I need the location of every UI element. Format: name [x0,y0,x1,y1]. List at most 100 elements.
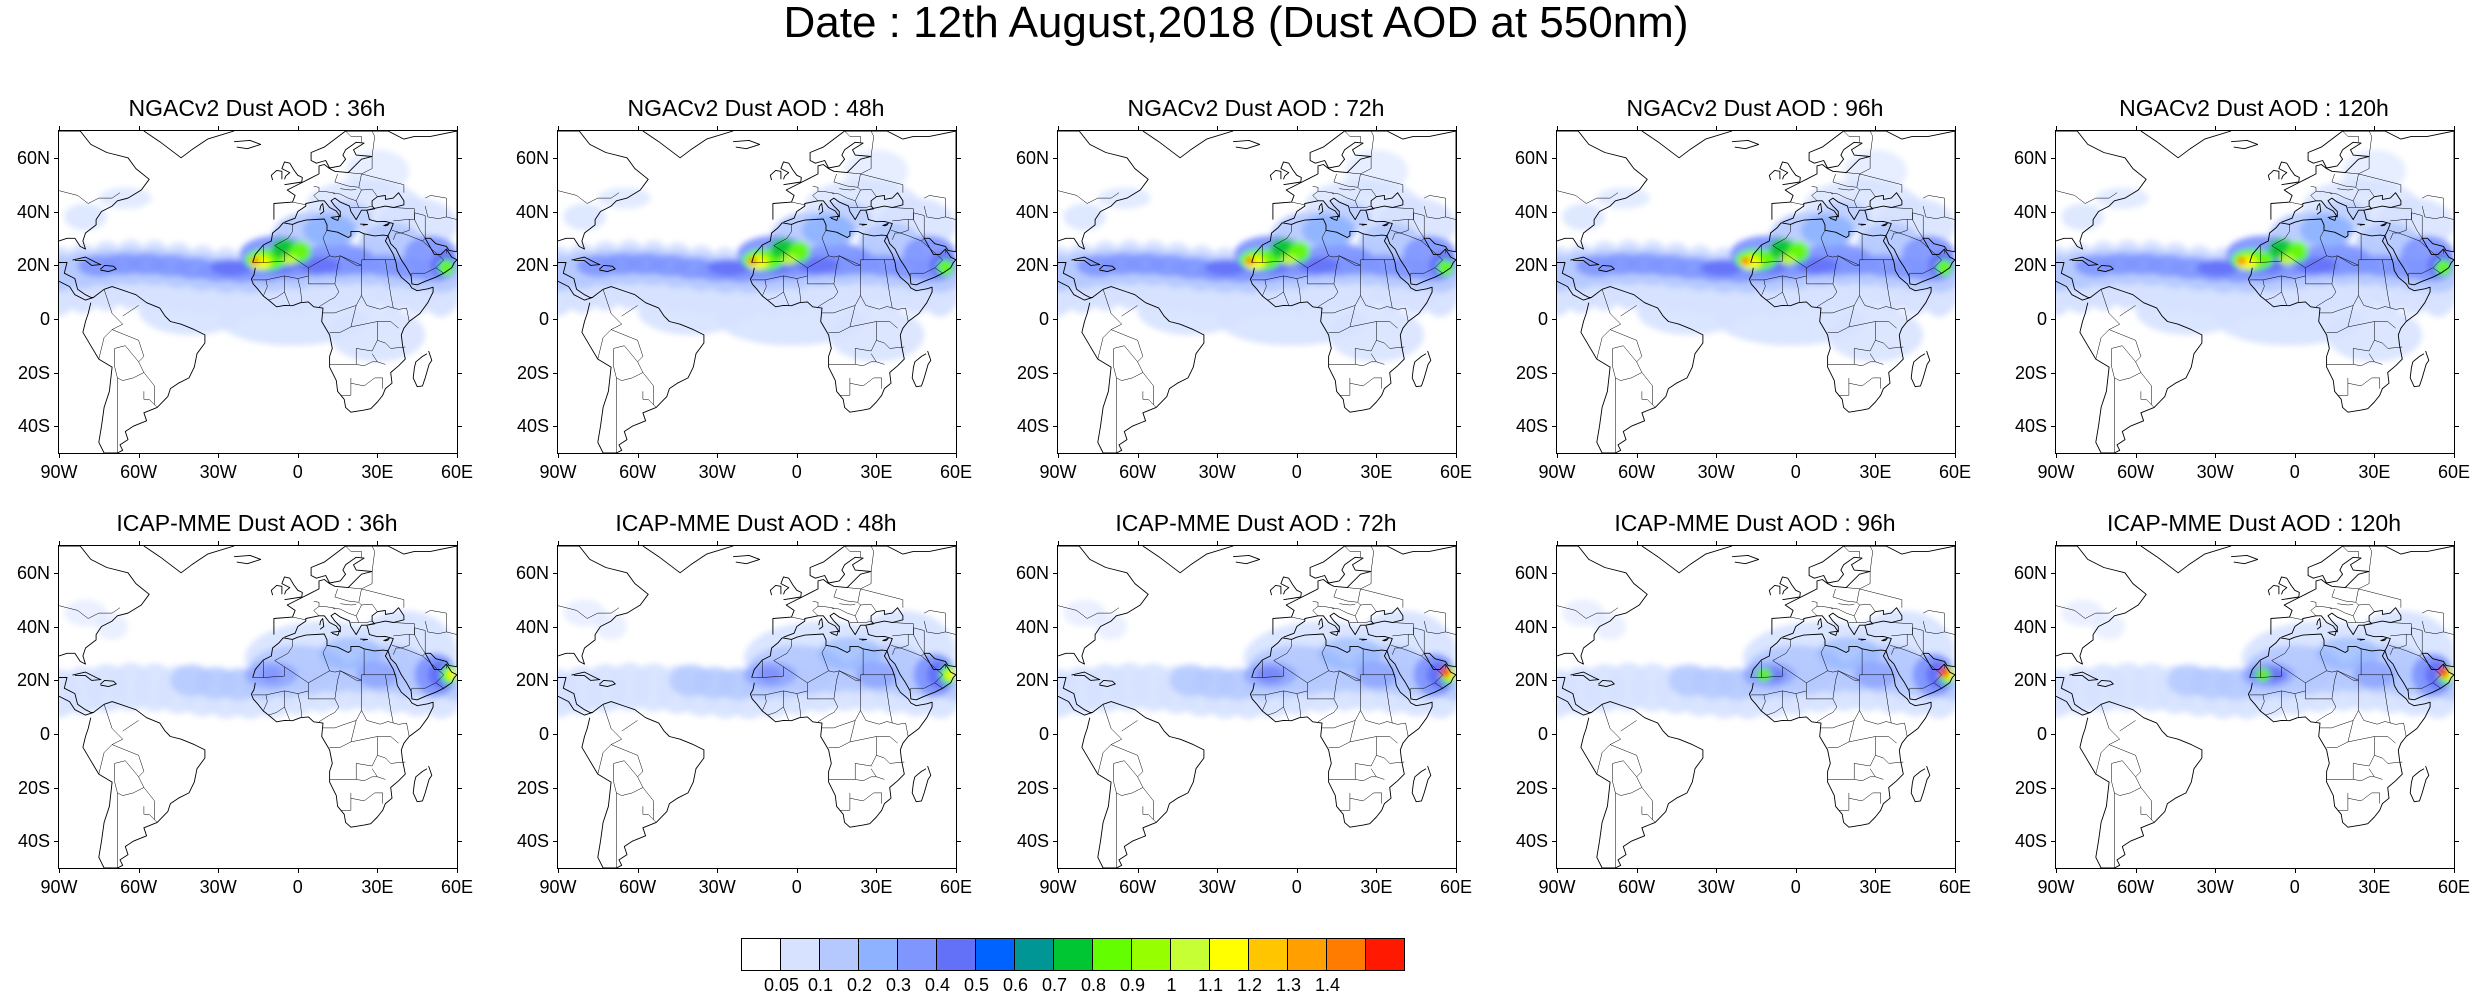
aod-contour [1817,637,1881,670]
country-border [361,588,405,608]
lon-tick-top [637,541,639,546]
lat-tick-right [956,626,961,628]
country-border [921,655,944,689]
country-border [762,660,784,678]
map-panel [1556,130,1956,454]
country-border [2390,634,2423,654]
aod-contour [1700,259,1744,276]
coastline-iceland [234,139,262,150]
aod-contour [1936,259,1953,276]
country-border [1262,660,1284,678]
country-border [1899,647,1924,657]
lon-tick-bottom [1557,453,1558,458]
lat-tick-label: 20N [515,670,549,691]
country-border [812,606,835,616]
aod-contour [438,259,455,276]
country-border [909,682,935,691]
colorbar-box [1015,939,1054,970]
lat-tick-right [1955,787,1960,789]
lat-tick-right [457,265,462,267]
country-border [1922,621,1955,635]
country-border [1400,647,1425,657]
lon-tick-bottom [1217,453,1219,458]
lon-tick-label: 60W [1119,462,1157,482]
colorbar-box [1288,939,1327,970]
country-border [263,660,285,678]
country-border [1339,603,1356,606]
lat-tick-label: 60N [1015,562,1049,583]
country-border [1806,233,1863,269]
country-border [1355,361,1377,367]
colorbar-label: 0.8 [1080,975,1107,995]
country-border [1912,212,1924,239]
aod-field [59,149,457,362]
lat-tick-right [956,733,961,735]
coastline-sardinia-corsica [2316,618,2322,630]
country-border [1370,768,1385,780]
aod-contour [780,254,797,266]
country-border [2358,173,2402,193]
lat-tick-right [2454,426,2459,428]
map-panel [557,130,957,454]
country-border [350,615,360,623]
lon-tick-top [2056,541,2057,546]
country-border [313,601,320,607]
country-border [1423,206,1456,220]
country-border [847,172,877,197]
aod-contour [1063,599,1106,627]
lat-tick-label: 0 [39,308,50,329]
country-border [377,755,406,764]
aod-contour [1596,187,1650,209]
country-border [1848,377,1881,389]
country-border [1641,391,1656,408]
lat-tick-left [1053,318,1058,320]
lon-tick-bottom [1636,453,1638,458]
aod-contour [345,149,410,193]
country-border [1333,670,1340,699]
country-border [1832,181,1857,188]
country-border [2260,279,2265,297]
lat-tick-left [553,426,558,428]
country-border [348,172,378,197]
lat-tick-right [2454,211,2459,213]
lon-tick-label: 30E [860,877,893,897]
lat-tick-left [1552,318,1557,320]
lon-tick-top [59,541,60,546]
country-border [1392,219,1425,239]
lat-tick-right [2454,318,2459,320]
lat-tick-label: 60N [1514,147,1548,168]
coastline-great-britain [780,576,802,601]
colorbar-label: 0.2 [846,975,873,995]
country-border [1869,131,1873,157]
country-border [828,720,856,748]
lat-tick-label: 20S [2014,362,2047,383]
country-border [1392,634,1425,654]
country-border [1262,279,1267,297]
country-border [2320,265,2359,314]
lon-tick-top [2056,126,2057,131]
lon-tick-label: 60E [1439,877,1473,897]
lat-tick-left [54,157,59,159]
lat-tick-right [1456,157,1461,159]
coastline-eurasia [1272,131,1456,286]
country-border [2374,340,2403,349]
lon-tick-label: 0 [1790,462,1801,482]
lat-tick-right [2454,733,2459,735]
colorbar-box [1327,939,1366,970]
country-border [833,255,840,284]
lat-tick-right [956,680,961,682]
country-border [1806,690,1838,723]
country-border [268,291,285,301]
country-border [401,232,426,242]
country-border [1859,571,1871,590]
lat-tick-left [553,211,558,213]
coastline-eurasia [1771,546,1955,701]
aod-contour [758,666,783,683]
lat-tick-left [54,265,59,267]
map-panel [557,545,957,869]
country-border [751,660,763,678]
country-border [1891,647,1900,655]
coastline-north-america [1058,546,1149,665]
lat-tick-right [2454,157,2459,159]
country-border [1859,173,1903,193]
